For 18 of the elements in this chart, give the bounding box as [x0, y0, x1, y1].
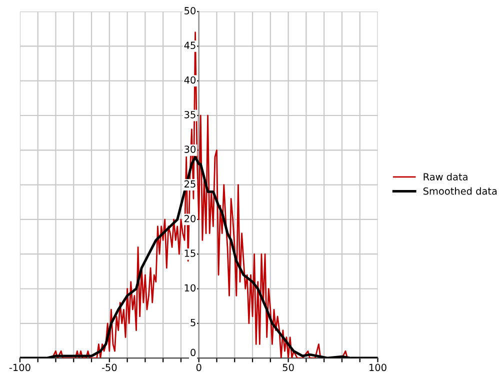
y-tick-label: 50: [184, 7, 196, 14]
x-tick-label: 100: [370, 364, 386, 372]
y-tick-label: 0: [190, 348, 196, 356]
x-tick-label: -100: [9, 364, 30, 372]
x-tick-label: -50: [102, 364, 117, 372]
y-tick-label: 15: [184, 250, 196, 257]
y-tick-label: 25: [184, 180, 196, 188]
y-tick-label: 30: [184, 146, 196, 153]
y-tick-label: 5: [190, 318, 196, 326]
x-tick-label: 0: [196, 364, 202, 372]
y-tick-label: 45: [184, 42, 196, 50]
y-tick-label: 20: [184, 214, 196, 222]
y-tick-label: 35: [184, 110, 196, 118]
y-tick-label: 40: [184, 76, 196, 84]
x-tick-label: 50: [282, 364, 294, 372]
legend-label: Smoothed data: [423, 187, 497, 195]
y-tick-label: 10: [184, 284, 196, 292]
legend-label: Raw data: [424, 172, 468, 180]
